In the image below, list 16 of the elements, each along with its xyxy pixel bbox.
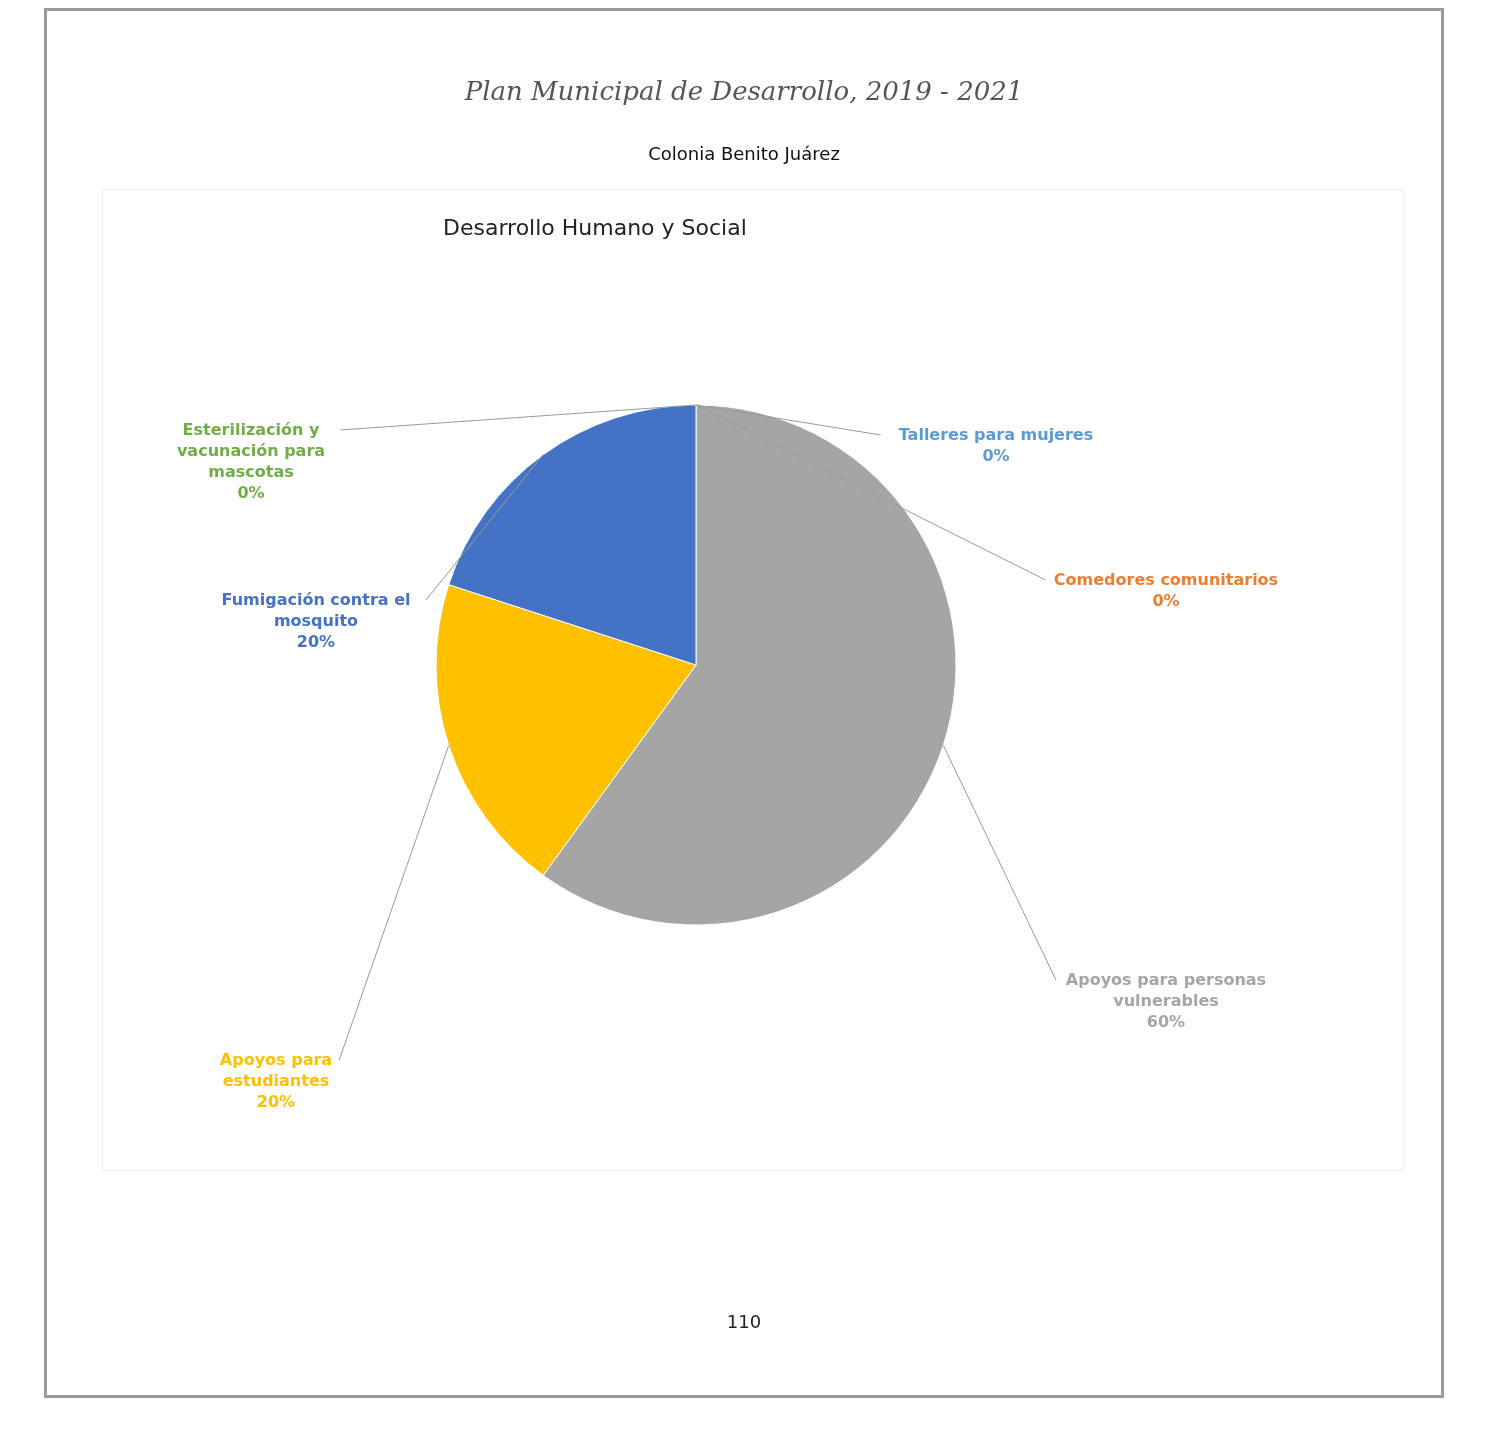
text: 0% [982, 446, 1010, 465]
text: 110 [725, 1311, 763, 1332]
category-label: Comedores comunitarios [1053, 570, 1279, 589]
slice-label: Fumigación contra el mosquito [221, 590, 411, 630]
text: 0% [237, 483, 265, 502]
text: 0% [1152, 591, 1180, 610]
data-label: 20% [256, 1092, 296, 1111]
slice-label: Apoyos para estudiantes [219, 1050, 333, 1090]
data-label: 60% [1146, 1012, 1186, 1031]
category-label: Talleres para mujeres [898, 425, 1094, 444]
data-label: 20% [296, 632, 336, 651]
chart-subtitle: Colonia Benito Juárez [647, 143, 841, 164]
text: Plan Municipal de Desarrollo, 2019 - 2021 [463, 76, 1025, 106]
slice-label: Apoyos para personas vulnerables [1065, 970, 1267, 1010]
category-label: Esterilización y vacunación para mascotas [176, 420, 326, 481]
chart-title: Desarrollo Humano y Social [443, 215, 747, 240]
